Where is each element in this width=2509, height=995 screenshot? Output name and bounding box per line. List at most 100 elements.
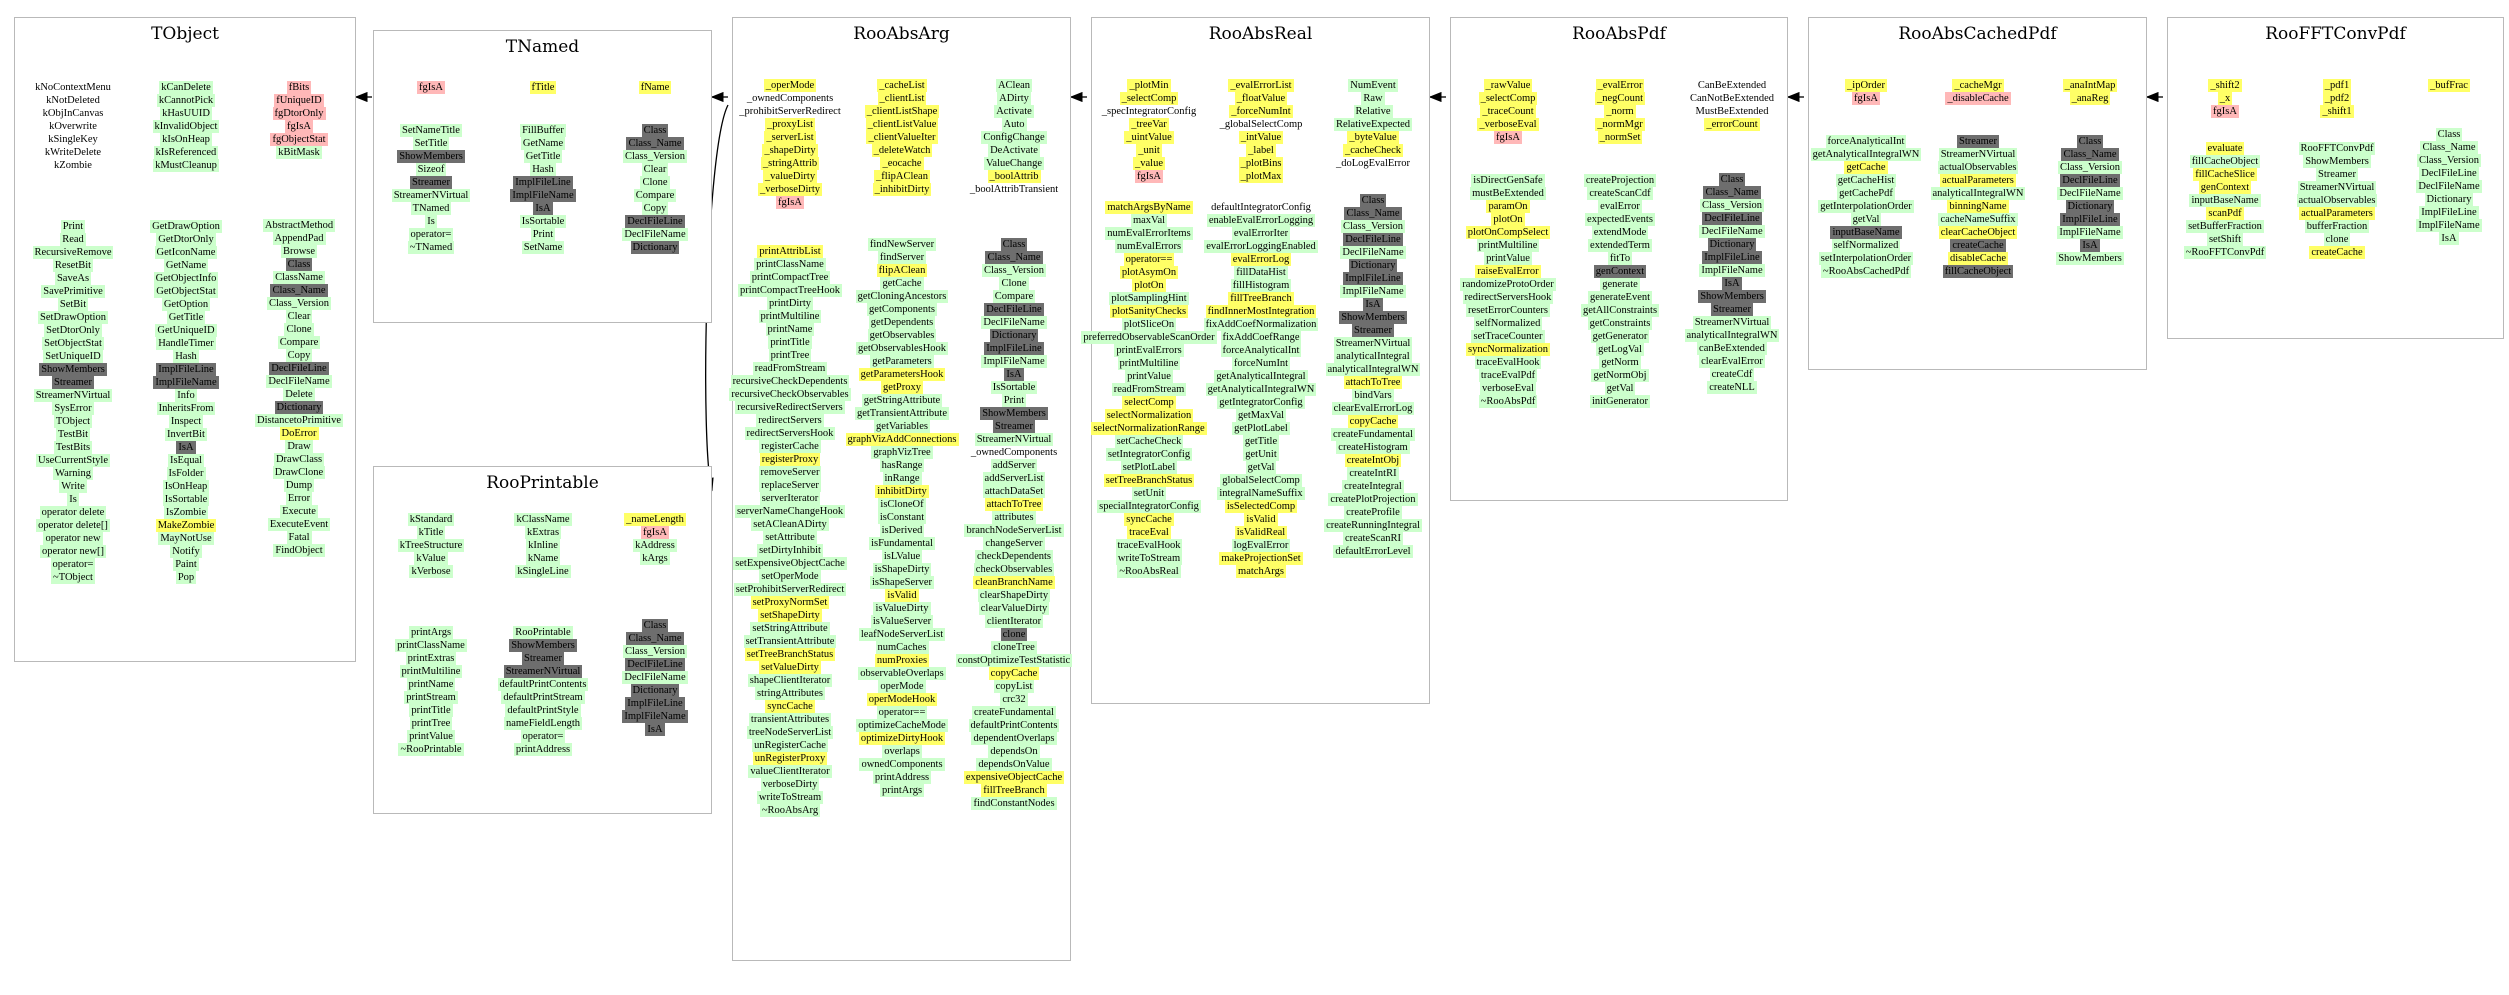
class-member: ImplFileLine xyxy=(2060,213,2120,226)
class-member: Error xyxy=(285,492,313,505)
class-member: HandleTimer xyxy=(156,337,216,350)
class-member: fgIsA xyxy=(417,81,445,94)
class-title: TObject xyxy=(151,24,219,44)
class-member: kOverwrite xyxy=(49,121,97,132)
class-member: ImplFileName xyxy=(622,710,688,723)
class-member: _anaReg xyxy=(2069,92,2111,105)
class-member: createIntRI xyxy=(1347,467,1399,480)
class-member: _shift1 xyxy=(2320,105,2354,118)
class-member: logEvalError xyxy=(1231,539,1291,552)
class-member: printClassName xyxy=(395,639,467,652)
class-member: ~RooAbsReal xyxy=(1117,565,1181,578)
class-member: getAnalyticalIntegral xyxy=(1214,370,1308,383)
class-member: _inhibitDirty xyxy=(872,183,932,196)
class-title: RooAbsReal xyxy=(1208,24,1313,44)
class-member: recursiveRedirectServers xyxy=(735,401,845,414)
class-member: _ipOrder xyxy=(1845,79,1887,92)
class-member: expensiveObjectCache xyxy=(963,771,1065,784)
class-member: analyticalIntegralWN xyxy=(1684,329,1780,342)
class-member: GetTitle xyxy=(166,311,206,324)
class-member: ImplFileName xyxy=(2057,226,2123,239)
class-member: createIntegral xyxy=(1342,480,1404,493)
class-member: _x xyxy=(2217,92,2233,105)
class-member: CanNotBeExtended xyxy=(1690,93,1774,104)
class-member: selfNormalized xyxy=(1473,317,1543,330)
class-member: Streamer xyxy=(2316,168,2358,181)
class-member: verboseEval xyxy=(1480,382,1536,395)
class-member: kName xyxy=(525,552,561,565)
class-member: createScanCdf xyxy=(1587,187,1653,200)
class-member: DrawClone xyxy=(272,466,326,479)
class-member: forceAnalyticalInt xyxy=(1825,135,1907,148)
class-member: Streamer xyxy=(1352,324,1394,337)
class-member: getPlotLabel xyxy=(1232,422,1290,435)
class-member: setShapeDirty xyxy=(758,609,822,622)
class-member: IsA xyxy=(1363,298,1383,311)
class-member: forceAnalyticalInt xyxy=(1220,344,1302,357)
class-member: isValid xyxy=(885,589,919,602)
class-member: matchArgs xyxy=(1236,565,1286,578)
class-member: createRunningIntegral xyxy=(1324,519,1422,532)
class-member: getCache xyxy=(1844,161,1888,174)
class-member: selectComp xyxy=(1122,396,1176,409)
class-member: hasRange xyxy=(879,459,925,472)
class-member: DoError xyxy=(279,427,319,440)
class-member: evalErrorIter xyxy=(1231,227,1291,240)
class-member: observableOverlaps xyxy=(858,667,946,680)
class-member: Relative xyxy=(1353,105,1393,118)
class-member: fillCacheObject xyxy=(1942,265,2014,278)
class-member: redirectServersHook xyxy=(1462,291,1554,304)
class-member: SetDtorOnly xyxy=(44,324,102,337)
class-member: Hash xyxy=(173,350,199,363)
class-member: ImplFileName xyxy=(1699,264,1765,277)
class-member: plotOnCompSelect xyxy=(1465,226,1551,239)
class-member: setBufferFraction xyxy=(2186,220,2264,233)
class-member: _plotBins xyxy=(1238,157,1284,170)
class-member: clearShapeDirty xyxy=(977,589,1051,602)
class-member: getInterpolationOrder xyxy=(1818,200,1914,213)
class-member: isShapeDirty xyxy=(872,563,932,576)
class-box-tnamed: TNamed fgIsA SetNameTitle SetTitle ShowMemb… xyxy=(373,30,712,323)
class-member: cleanBranchName xyxy=(973,576,1055,589)
class-member: Draw xyxy=(285,440,313,453)
class-member: ImplFileLine xyxy=(2419,206,2479,219)
class-member: _byteValue xyxy=(1347,131,1399,144)
class-member: _ownedComponents xyxy=(746,93,834,104)
class-member: crc32 xyxy=(1000,693,1028,706)
class-member: SetObjectStat xyxy=(42,337,104,350)
class-member: getTitle xyxy=(1242,435,1280,448)
class-member: getCachePdf xyxy=(1837,187,1895,200)
class-member: plotAsymOn xyxy=(1119,266,1179,279)
class-member: GetObjectStat xyxy=(154,285,218,298)
class-member: plotOn xyxy=(1132,279,1166,292)
class-member: IsOnHeap xyxy=(162,480,210,493)
class-member: StreamerNVirtual xyxy=(1333,337,1413,350)
class-member: DeActivate xyxy=(988,144,1040,157)
class-member: traceEvalHook xyxy=(1115,539,1183,552)
class-member: getMaxVal xyxy=(1235,409,1287,422)
class-member: kNotDeleted xyxy=(46,95,100,106)
class-member: createFundamental xyxy=(1331,428,1415,441)
class-member: _valueDirty xyxy=(762,170,818,183)
class-member: _value xyxy=(1133,157,1165,170)
class-member: ImplFileName xyxy=(1340,285,1406,298)
class-member: SetName xyxy=(521,241,565,254)
class-member: DeclFileName xyxy=(2416,180,2482,193)
class-member: _globalSelectComp xyxy=(1219,119,1303,130)
class-member: cacheNameSuffix xyxy=(1938,213,2018,226)
class-member: plotOn xyxy=(1491,213,1525,226)
class-member: _evalError xyxy=(1595,79,1645,92)
class-member: DrawClass xyxy=(273,453,325,466)
class-member: plotSliceOn xyxy=(1121,318,1177,331)
class-member: generateEvent xyxy=(1587,291,1653,304)
class-member: DeclFileLine xyxy=(2060,174,2120,187)
class-member: MakeZombie xyxy=(155,519,217,532)
class-member: inputBaseName xyxy=(1830,226,1902,239)
class-member: getAnalyticalIntegralWN xyxy=(1205,383,1317,396)
class-box-tobject: TObject kNoContextMenu kNotDeleted kObjInC… xyxy=(14,17,356,662)
class-member: leafNodeServerList xyxy=(858,628,946,641)
class-member: _verboseEval xyxy=(1477,118,1539,131)
class-member: SetUniqueID xyxy=(43,350,103,363)
class-member: fillCacheSlice xyxy=(2193,168,2257,181)
class-member: TNamed xyxy=(410,202,452,215)
